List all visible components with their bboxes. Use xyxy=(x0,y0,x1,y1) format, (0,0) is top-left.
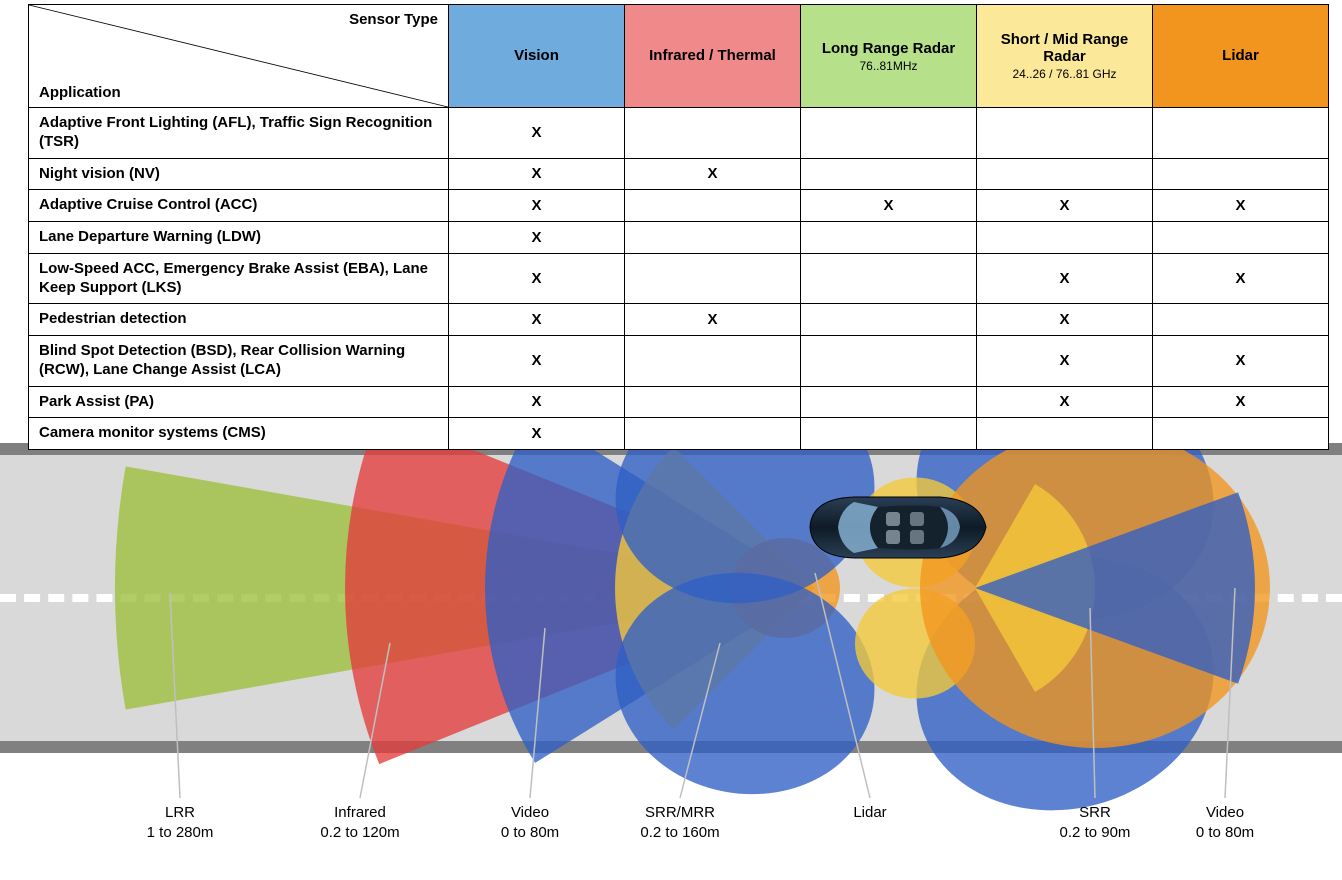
mark-cell xyxy=(625,108,801,159)
callout-label: LRR1 to 280m xyxy=(120,803,240,842)
mark-cell: X xyxy=(449,108,625,159)
application-cell: Blind Spot Detection (BSD), Rear Collisi… xyxy=(29,336,449,387)
sensor-application-table: Sensor Type Application Vision Infrared … xyxy=(28,4,1329,450)
mark-cell: X xyxy=(449,304,625,336)
mark-cell xyxy=(977,418,1153,450)
application-cell: Pedestrian detection xyxy=(29,304,449,336)
mark-cell xyxy=(801,222,977,254)
header-sensor-type: Sensor Type xyxy=(349,11,438,28)
mark-cell: X xyxy=(1153,386,1329,418)
application-cell: Night vision (NV) xyxy=(29,158,449,190)
header-application: Application xyxy=(39,84,121,101)
mark-cell xyxy=(801,336,977,387)
mark-cell xyxy=(801,304,977,336)
mark-cell: X xyxy=(977,336,1153,387)
mark-cell: X xyxy=(449,418,625,450)
mark-cell: X xyxy=(977,190,1153,222)
mark-cell: X xyxy=(1153,253,1329,304)
mark-cell xyxy=(625,336,801,387)
mark-cell xyxy=(625,190,801,222)
mark-cell xyxy=(977,158,1153,190)
table-row: Low-Speed ACC, Emergency Brake Assist (E… xyxy=(29,253,1329,304)
callout-label: Lidar xyxy=(810,803,930,823)
mark-cell xyxy=(977,222,1153,254)
mark-cell: X xyxy=(625,158,801,190)
col-header-lidar: Lidar xyxy=(1153,5,1329,108)
table-row: Night vision (NV)XX xyxy=(29,158,1329,190)
application-cell: Low-Speed ACC, Emergency Brake Assist (E… xyxy=(29,253,449,304)
table-row: Lane Departure Warning (LDW)X xyxy=(29,222,1329,254)
mark-cell: X xyxy=(625,304,801,336)
mark-cell: X xyxy=(449,222,625,254)
callout-label: Video0 to 80m xyxy=(470,803,590,842)
mark-cell: X xyxy=(1153,336,1329,387)
table-row: Adaptive Front Lighting (AFL), Traffic S… xyxy=(29,108,1329,159)
mark-cell: X xyxy=(449,336,625,387)
application-cell: Adaptive Front Lighting (AFL), Traffic S… xyxy=(29,108,449,159)
mark-cell: X xyxy=(1153,190,1329,222)
mark-cell xyxy=(977,108,1153,159)
col-header-smrr: Short / Mid Range Radar24..26 / 76..81 G… xyxy=(977,5,1153,108)
col-header-infrared: Infrared / Thermal xyxy=(625,5,801,108)
mark-cell xyxy=(801,108,977,159)
mark-cell xyxy=(625,222,801,254)
col-header-vision: Vision xyxy=(449,5,625,108)
road-graphic xyxy=(0,443,1342,753)
application-cell: Adaptive Cruise Control (ACC) xyxy=(29,190,449,222)
mark-cell xyxy=(801,253,977,304)
mark-cell xyxy=(801,386,977,418)
table-row: Adaptive Cruise Control (ACC)XXXX xyxy=(29,190,1329,222)
mark-cell xyxy=(1153,418,1329,450)
mark-cell xyxy=(625,386,801,418)
mark-cell: X xyxy=(449,386,625,418)
mark-cell: X xyxy=(449,190,625,222)
mark-cell xyxy=(1153,158,1329,190)
table-row: Blind Spot Detection (BSD), Rear Collisi… xyxy=(29,336,1329,387)
table-row: Camera monitor systems (CMS)X xyxy=(29,418,1329,450)
callout-label: SRR0.2 to 90m xyxy=(1035,803,1155,842)
application-cell: Camera monitor systems (CMS) xyxy=(29,418,449,450)
car-icon xyxy=(800,490,990,565)
mark-cell: X xyxy=(977,304,1153,336)
mark-cell xyxy=(1153,108,1329,159)
mark-cell xyxy=(1153,222,1329,254)
mark-cell xyxy=(801,418,977,450)
application-cell: Park Assist (PA) xyxy=(29,386,449,418)
mark-cell xyxy=(625,253,801,304)
mark-cell: X xyxy=(801,190,977,222)
application-cell: Lane Departure Warning (LDW) xyxy=(29,222,449,254)
mark-cell xyxy=(625,418,801,450)
mark-cell: X xyxy=(977,253,1153,304)
table-row: Pedestrian detectionXXX xyxy=(29,304,1329,336)
mark-cell: X xyxy=(449,253,625,304)
table-row: Park Assist (PA)XXX xyxy=(29,386,1329,418)
mark-cell: X xyxy=(449,158,625,190)
callout-label: SRR/MRR0.2 to 160m xyxy=(620,803,740,842)
mark-cell: X xyxy=(977,386,1153,418)
table-corner-cell: Sensor Type Application xyxy=(29,5,449,108)
mark-cell xyxy=(801,158,977,190)
callout-label: Infrared0.2 to 120m xyxy=(300,803,420,842)
mark-cell xyxy=(1153,304,1329,336)
callout-label: Video0 to 80m xyxy=(1165,803,1285,842)
col-header-lrr: Long Range Radar76..81MHz xyxy=(801,5,977,108)
